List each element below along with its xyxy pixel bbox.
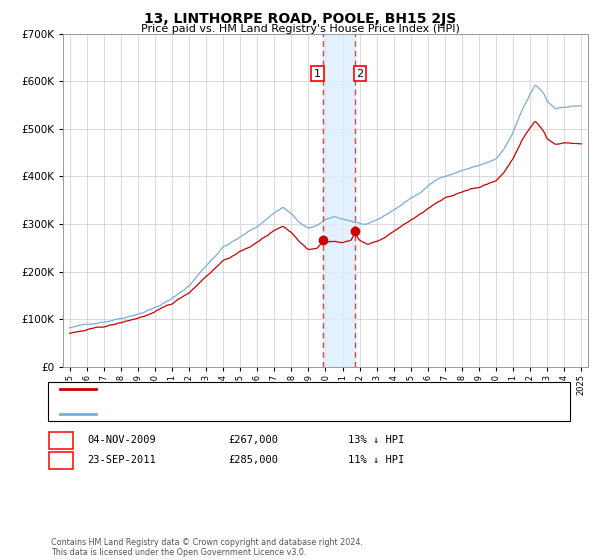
Text: 13, LINTHORPE ROAD, POOLE, BH15 2JS: 13, LINTHORPE ROAD, POOLE, BH15 2JS — [144, 12, 456, 26]
Text: 1: 1 — [57, 435, 64, 445]
Text: Contains HM Land Registry data © Crown copyright and database right 2024.
This d: Contains HM Land Registry data © Crown c… — [51, 538, 363, 557]
Text: 13% ↓ HPI: 13% ↓ HPI — [348, 435, 404, 445]
Text: 13, LINTHORPE ROAD, POOLE, BH15 2JS (detached house): 13, LINTHORPE ROAD, POOLE, BH15 2JS (det… — [105, 384, 390, 394]
Text: 1: 1 — [314, 68, 321, 78]
Bar — [323, 34, 355, 367]
Text: 04-NOV-2009: 04-NOV-2009 — [87, 435, 156, 445]
Text: HPI: Average price, detached house, Bournemouth Christchurch and Poole: HPI: Average price, detached house, Bour… — [105, 409, 469, 419]
Text: £267,000: £267,000 — [228, 435, 278, 445]
Text: 2: 2 — [356, 68, 364, 78]
Text: Price paid vs. HM Land Registry's House Price Index (HPI): Price paid vs. HM Land Registry's House … — [140, 24, 460, 34]
Text: 2: 2 — [57, 455, 64, 465]
Text: £285,000: £285,000 — [228, 455, 278, 465]
Text: 11% ↓ HPI: 11% ↓ HPI — [348, 455, 404, 465]
Text: 23-SEP-2011: 23-SEP-2011 — [87, 455, 156, 465]
